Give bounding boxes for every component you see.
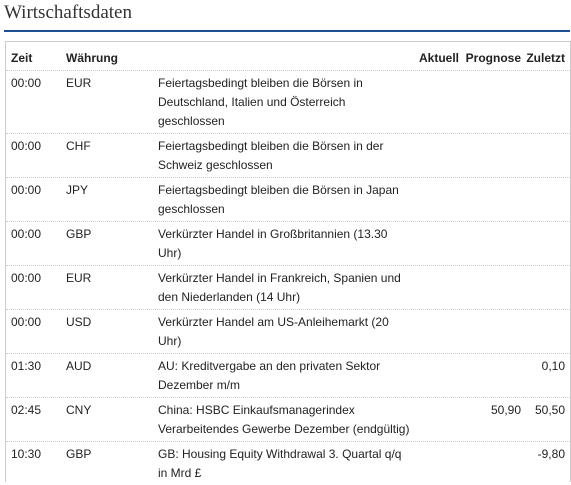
currency: USD <box>66 315 92 329</box>
column-header: Prognose <box>465 51 521 65</box>
event-line: Verarbeitendes Gewerbe Dezember (endgült… <box>158 422 410 436</box>
currency: GBP <box>66 227 92 241</box>
page: Wirtschaftsdaten Zeit Währung Aktuell Pr… <box>4 2 571 482</box>
currency: CNY <box>66 403 92 417</box>
prognose: 50,90 <box>490 403 521 417</box>
column-header: Währung <box>66 51 118 65</box>
time: 00:00 <box>11 227 42 241</box>
column-header: Aktuell <box>418 51 459 65</box>
currency: AUD <box>66 359 92 373</box>
table-row: 00:00 CHF Feiertagsbedingt bleiben die Bör… <box>6 133 570 177</box>
event-line: Uhr) <box>158 334 182 348</box>
time: 00:00 <box>11 271 42 285</box>
event: Feiertagsbedingt bleiben die Börsen in J… <box>158 181 399 219</box>
table-row: 00:00 EUR Feiertagsbedingt bleiben die Bör… <box>6 70 570 133</box>
event: AU: Kreditvergabe an den privaten Sektor… <box>158 357 380 395</box>
event-line: Schweiz geschlossen <box>158 158 273 172</box>
event-line: Dezember m/m <box>158 378 241 392</box>
event-line: Verkürzter Handel am US-Anleihemarkt (20 <box>158 315 389 329</box>
event-line: geschlossen <box>158 114 225 128</box>
time: 00:00 <box>11 76 42 90</box>
event-line: geschlossen <box>158 202 225 216</box>
event: Verkürzter Handel in Großbritannien (13.… <box>158 225 387 263</box>
table: Zeit Währung Aktuell Prognose Zuletzt 00… <box>5 41 571 482</box>
time: 10:30 <box>11 447 42 461</box>
table-row: 00:00 EUR Verkürzter Handel in Frankreich,… <box>6 265 570 309</box>
time: 01:30 <box>11 359 42 373</box>
event: GB: Housing Equity Withdrawal 3. Quartal… <box>158 445 401 483</box>
event-line: Feiertagsbedingt bleiben die Börsen in d… <box>158 139 384 153</box>
event: Verkürzter Handel in Frankreich, Spanien… <box>158 269 401 307</box>
event: Feiertagsbedingt bleiben die Börsen in De… <box>158 74 363 131</box>
time: 00:00 <box>11 315 42 329</box>
event-line: China: HSBC Einkaufsmanagerindex <box>158 403 355 417</box>
table-row: 10:30 GBP GB: Housing Equity Withdrawal 3.… <box>6 441 570 485</box>
table-row: 00:00 USD Verkürzter Handel am US-Anleihem… <box>6 309 570 353</box>
currency: EUR <box>66 76 92 90</box>
table-row: 02:45 CNY China: HSBC Einkaufsmanagerindex… <box>6 397 570 441</box>
currency: JPY <box>66 183 89 197</box>
time: 00:00 <box>11 139 42 153</box>
table-row: 01:30 AUD AU: Kreditvergabe an den private… <box>6 353 570 397</box>
event-line: Feiertagsbedingt bleiben die Börsen in <box>158 76 363 90</box>
zuletzt: 0,10 <box>541 359 565 373</box>
event: Feiertagsbedingt bleiben die Börsen in d… <box>158 137 383 175</box>
table-row: 00:00 GBP Verkürzter Handel in Großbritann… <box>6 221 570 265</box>
currency: CHF <box>66 139 91 153</box>
event-line: GB: Housing Equity Withdrawal 3. Quartal… <box>158 447 402 461</box>
time: 00:00 <box>11 183 42 197</box>
event-line: Verkürzter Handel in Frankreich, Spanien… <box>158 271 401 285</box>
event-line: Verkürzter Handel in Großbritannien (13.… <box>158 227 388 241</box>
event: Verkürzter Handel am US-Anleihemarkt (20… <box>158 313 389 351</box>
event-line: Uhr) <box>158 246 182 260</box>
zuletzt: 50,50 <box>534 403 565 417</box>
event-line: AU: Kreditvergabe an den privaten Sektor <box>158 359 381 373</box>
event-line: Deutschland, Italien und Österreich <box>158 95 346 109</box>
event-line: in Mrd £ <box>158 466 202 480</box>
title-rule <box>4 30 570 32</box>
event: China: HSBC Einkaufsmanagerindex Verarbei… <box>158 401 409 439</box>
title: Wirtschaftsdaten <box>4 2 132 23</box>
column-header: Zuletzt <box>526 51 565 65</box>
event-line: Feiertagsbedingt bleiben die Börsen in J… <box>158 183 399 197</box>
zuletzt: -9,80 <box>537 447 565 461</box>
event-line: den Niederlanden (14 Uhr) <box>158 290 301 304</box>
time: 02:45 <box>11 403 42 417</box>
currency: EUR <box>66 271 92 285</box>
currency: GBP <box>66 447 92 461</box>
table-row: 00:00 JPY Feiertagsbedingt bleiben die Bör… <box>6 177 570 221</box>
column-header: Zeit <box>11 51 33 65</box>
